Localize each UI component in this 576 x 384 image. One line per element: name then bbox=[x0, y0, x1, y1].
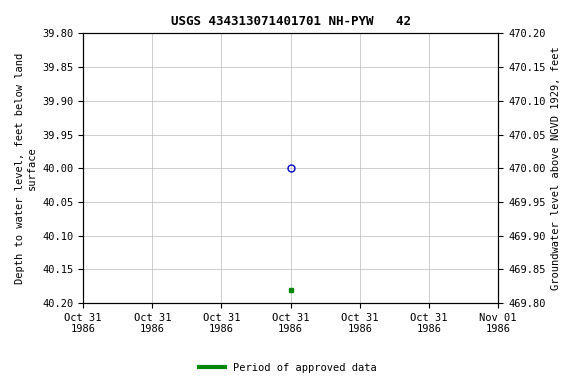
Title: USGS 434313071401701 NH-PYW   42: USGS 434313071401701 NH-PYW 42 bbox=[170, 15, 411, 28]
Y-axis label: Depth to water level, feet below land
surface: Depth to water level, feet below land su… bbox=[15, 53, 37, 284]
Y-axis label: Groundwater level above NGVD 1929, feet: Groundwater level above NGVD 1929, feet bbox=[551, 46, 561, 290]
Legend: Period of approved data: Period of approved data bbox=[195, 359, 381, 377]
